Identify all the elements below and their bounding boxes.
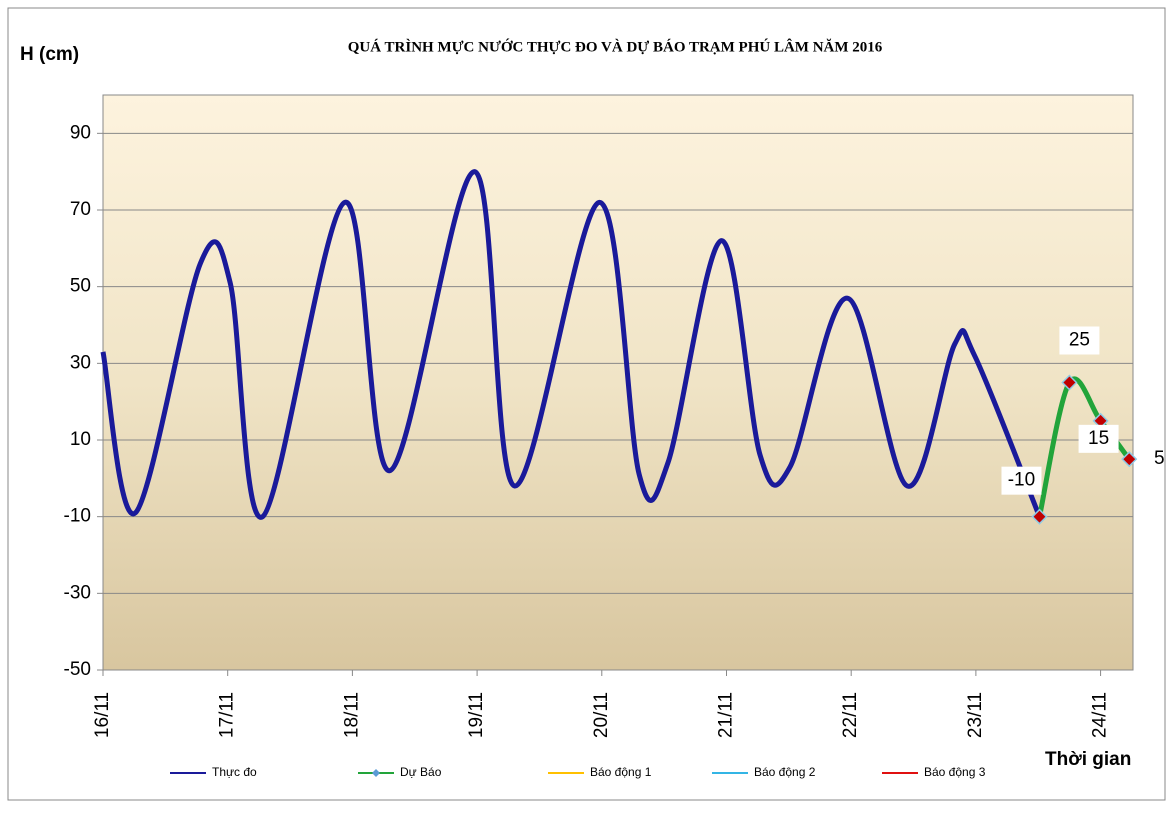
legend-marker — [372, 769, 380, 777]
x-tick-label: 18/11 — [341, 692, 362, 738]
x-tick-label: 24/11 — [1090, 692, 1111, 738]
y-tick-label: -50 — [64, 659, 91, 680]
data-label-box — [1059, 326, 1100, 355]
y-axis-label: H (cm) — [20, 44, 79, 65]
x-tick-label: 21/11 — [716, 692, 737, 738]
x-tick-label: 16/11 — [92, 692, 113, 738]
data-label-box — [1001, 466, 1042, 495]
legend-label: Báo động 1 — [590, 765, 652, 779]
data-label: -10 — [1008, 470, 1035, 491]
x-tick-label: 20/11 — [591, 692, 612, 738]
marker — [1031, 508, 1048, 525]
data-label: 25 — [1069, 330, 1090, 351]
data-label-box — [1078, 424, 1119, 453]
chart-title: QUÁ TRÌNH MỰC NƯỚC THỰC ĐO VÀ DỰ BÁO TRẠ… — [348, 38, 883, 55]
y-tick-label: 90 — [70, 122, 91, 143]
x-tick-label: 19/11 — [466, 692, 487, 738]
y-tick-label: 70 — [70, 199, 91, 220]
legend-label: Thực đo — [212, 765, 257, 779]
y-tick-label: 50 — [70, 276, 91, 297]
y-tick-label: -30 — [64, 582, 91, 603]
x-tick-label: 22/11 — [840, 692, 861, 738]
legend-label: Báo động 3 — [924, 765, 986, 779]
marker — [1121, 451, 1138, 468]
y-tick-label: 30 — [70, 352, 91, 373]
legend-label: Dự Báo — [400, 765, 442, 779]
line — [100, 169, 1042, 520]
y-tick-label: 10 — [70, 429, 91, 450]
y-tick-label: -10 — [64, 506, 91, 527]
data-label: 15 — [1088, 428, 1109, 449]
marker — [1061, 374, 1078, 391]
legend-label: Báo động 2 — [754, 765, 816, 779]
data-label: 5 — [1154, 448, 1165, 469]
plot-area — [102, 94, 1134, 671]
x-tick-label: 17/11 — [217, 692, 238, 738]
x-tick-label: 23/11 — [965, 692, 986, 738]
x-axis-label: Thời gian — [1045, 749, 1131, 770]
